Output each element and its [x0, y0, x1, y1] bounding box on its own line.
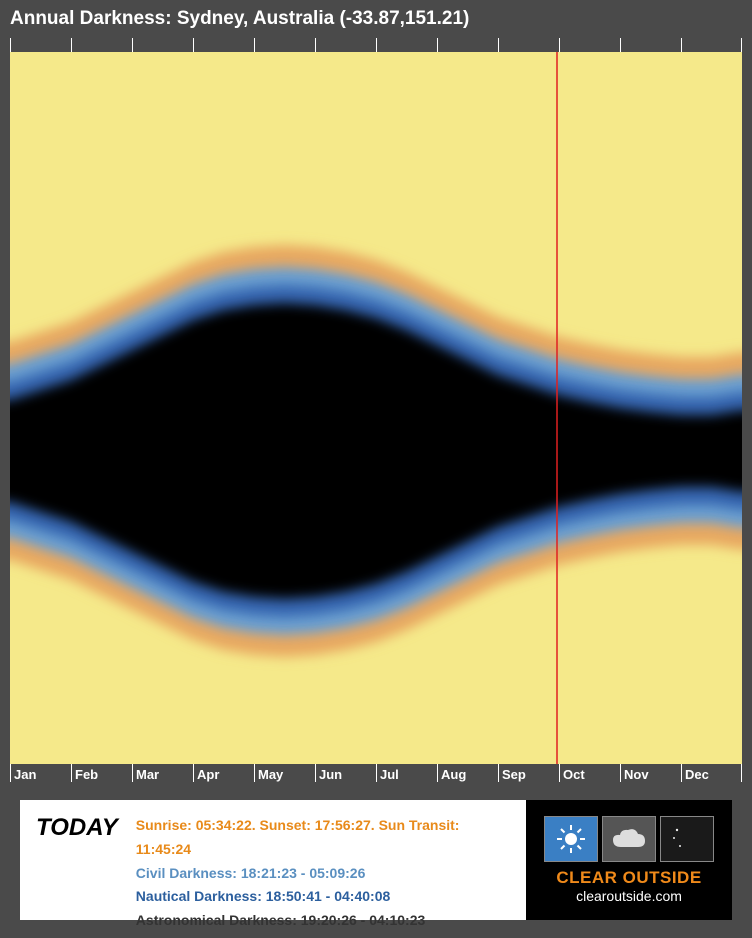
chart-wrapper: Jan Feb Mar Apr May Jun Jul Aug Sep Oct Nov Dec	[10, 38, 742, 786]
page: Annual Darkness: Sydney, Australia (-33.…	[0, 0, 752, 938]
sun-times: Sunrise: 05:34:22. Sunset: 17:56:27. Sun…	[136, 814, 510, 862]
sun-icon	[544, 816, 598, 862]
month-label: May	[258, 767, 283, 782]
month-label: Aug	[441, 767, 466, 782]
month-label: Sep	[502, 767, 526, 782]
top-tick	[254, 38, 255, 52]
top-tick	[620, 38, 621, 52]
civil-darkness: Civil Darkness: 18:21:23 - 05:09:26	[136, 862, 510, 886]
month-label: Jul	[380, 767, 399, 782]
top-tick-row	[10, 38, 742, 52]
month-tick	[498, 764, 499, 782]
month-tick	[132, 764, 133, 782]
month-label: Apr	[197, 767, 219, 782]
top-tick	[376, 38, 377, 52]
cloud-icon	[602, 816, 656, 862]
top-tick	[132, 38, 133, 52]
nautical-darkness: Nautical Darkness: 18:50:41 - 04:40:08	[136, 885, 510, 909]
annual-darkness-chart	[10, 52, 742, 764]
brand-url: clearoutside.com	[556, 888, 701, 904]
month-tick	[681, 764, 682, 782]
moon-stars-icon	[660, 816, 714, 862]
month-tick	[620, 764, 621, 782]
month-tick	[254, 764, 255, 782]
end-tick	[741, 38, 742, 52]
brand-panel[interactable]: CLEAR OUTSIDE clearoutside.com	[526, 800, 732, 920]
page-title: Annual Darkness: Sydney, Australia (-33.…	[0, 0, 752, 38]
month-label: Feb	[75, 767, 98, 782]
month-label: Jun	[319, 767, 342, 782]
month-label: Nov	[624, 767, 649, 782]
month-label: Mar	[136, 767, 159, 782]
month-tick	[376, 764, 377, 782]
brand-text: CLEAR OUTSIDE clearoutside.com	[556, 868, 701, 904]
month-tick	[437, 764, 438, 782]
astronomical-darkness: Astronomical Darkness: 19:20:26 - 04:10:…	[136, 909, 510, 933]
today-label: TODAY	[36, 814, 118, 842]
month-tick	[193, 764, 194, 782]
month-label: Jan	[14, 767, 36, 782]
top-tick	[315, 38, 316, 52]
top-tick	[10, 38, 11, 52]
icon-row	[544, 816, 714, 862]
month-tick	[71, 764, 72, 782]
top-tick	[498, 38, 499, 52]
today-panel: TODAY Sunrise: 05:34:22. Sunset: 17:56:2…	[20, 800, 526, 920]
month-label: Dec	[685, 767, 709, 782]
month-tick	[315, 764, 316, 782]
top-tick	[71, 38, 72, 52]
top-tick	[193, 38, 194, 52]
times-block: Sunrise: 05:34:22. Sunset: 17:56:27. Sun…	[136, 814, 510, 933]
month-tick	[10, 764, 11, 782]
month-label: Oct	[563, 767, 585, 782]
footer: TODAY Sunrise: 05:34:22. Sunset: 17:56:2…	[20, 800, 732, 920]
top-tick	[559, 38, 560, 52]
month-axis: Jan Feb Mar Apr May Jun Jul Aug Sep Oct Nov Dec	[10, 764, 742, 786]
month-tick	[559, 764, 560, 782]
top-tick	[681, 38, 682, 52]
brand-name: CLEAR OUTSIDE	[556, 868, 701, 888]
top-tick	[437, 38, 438, 52]
end-tick	[741, 764, 742, 782]
